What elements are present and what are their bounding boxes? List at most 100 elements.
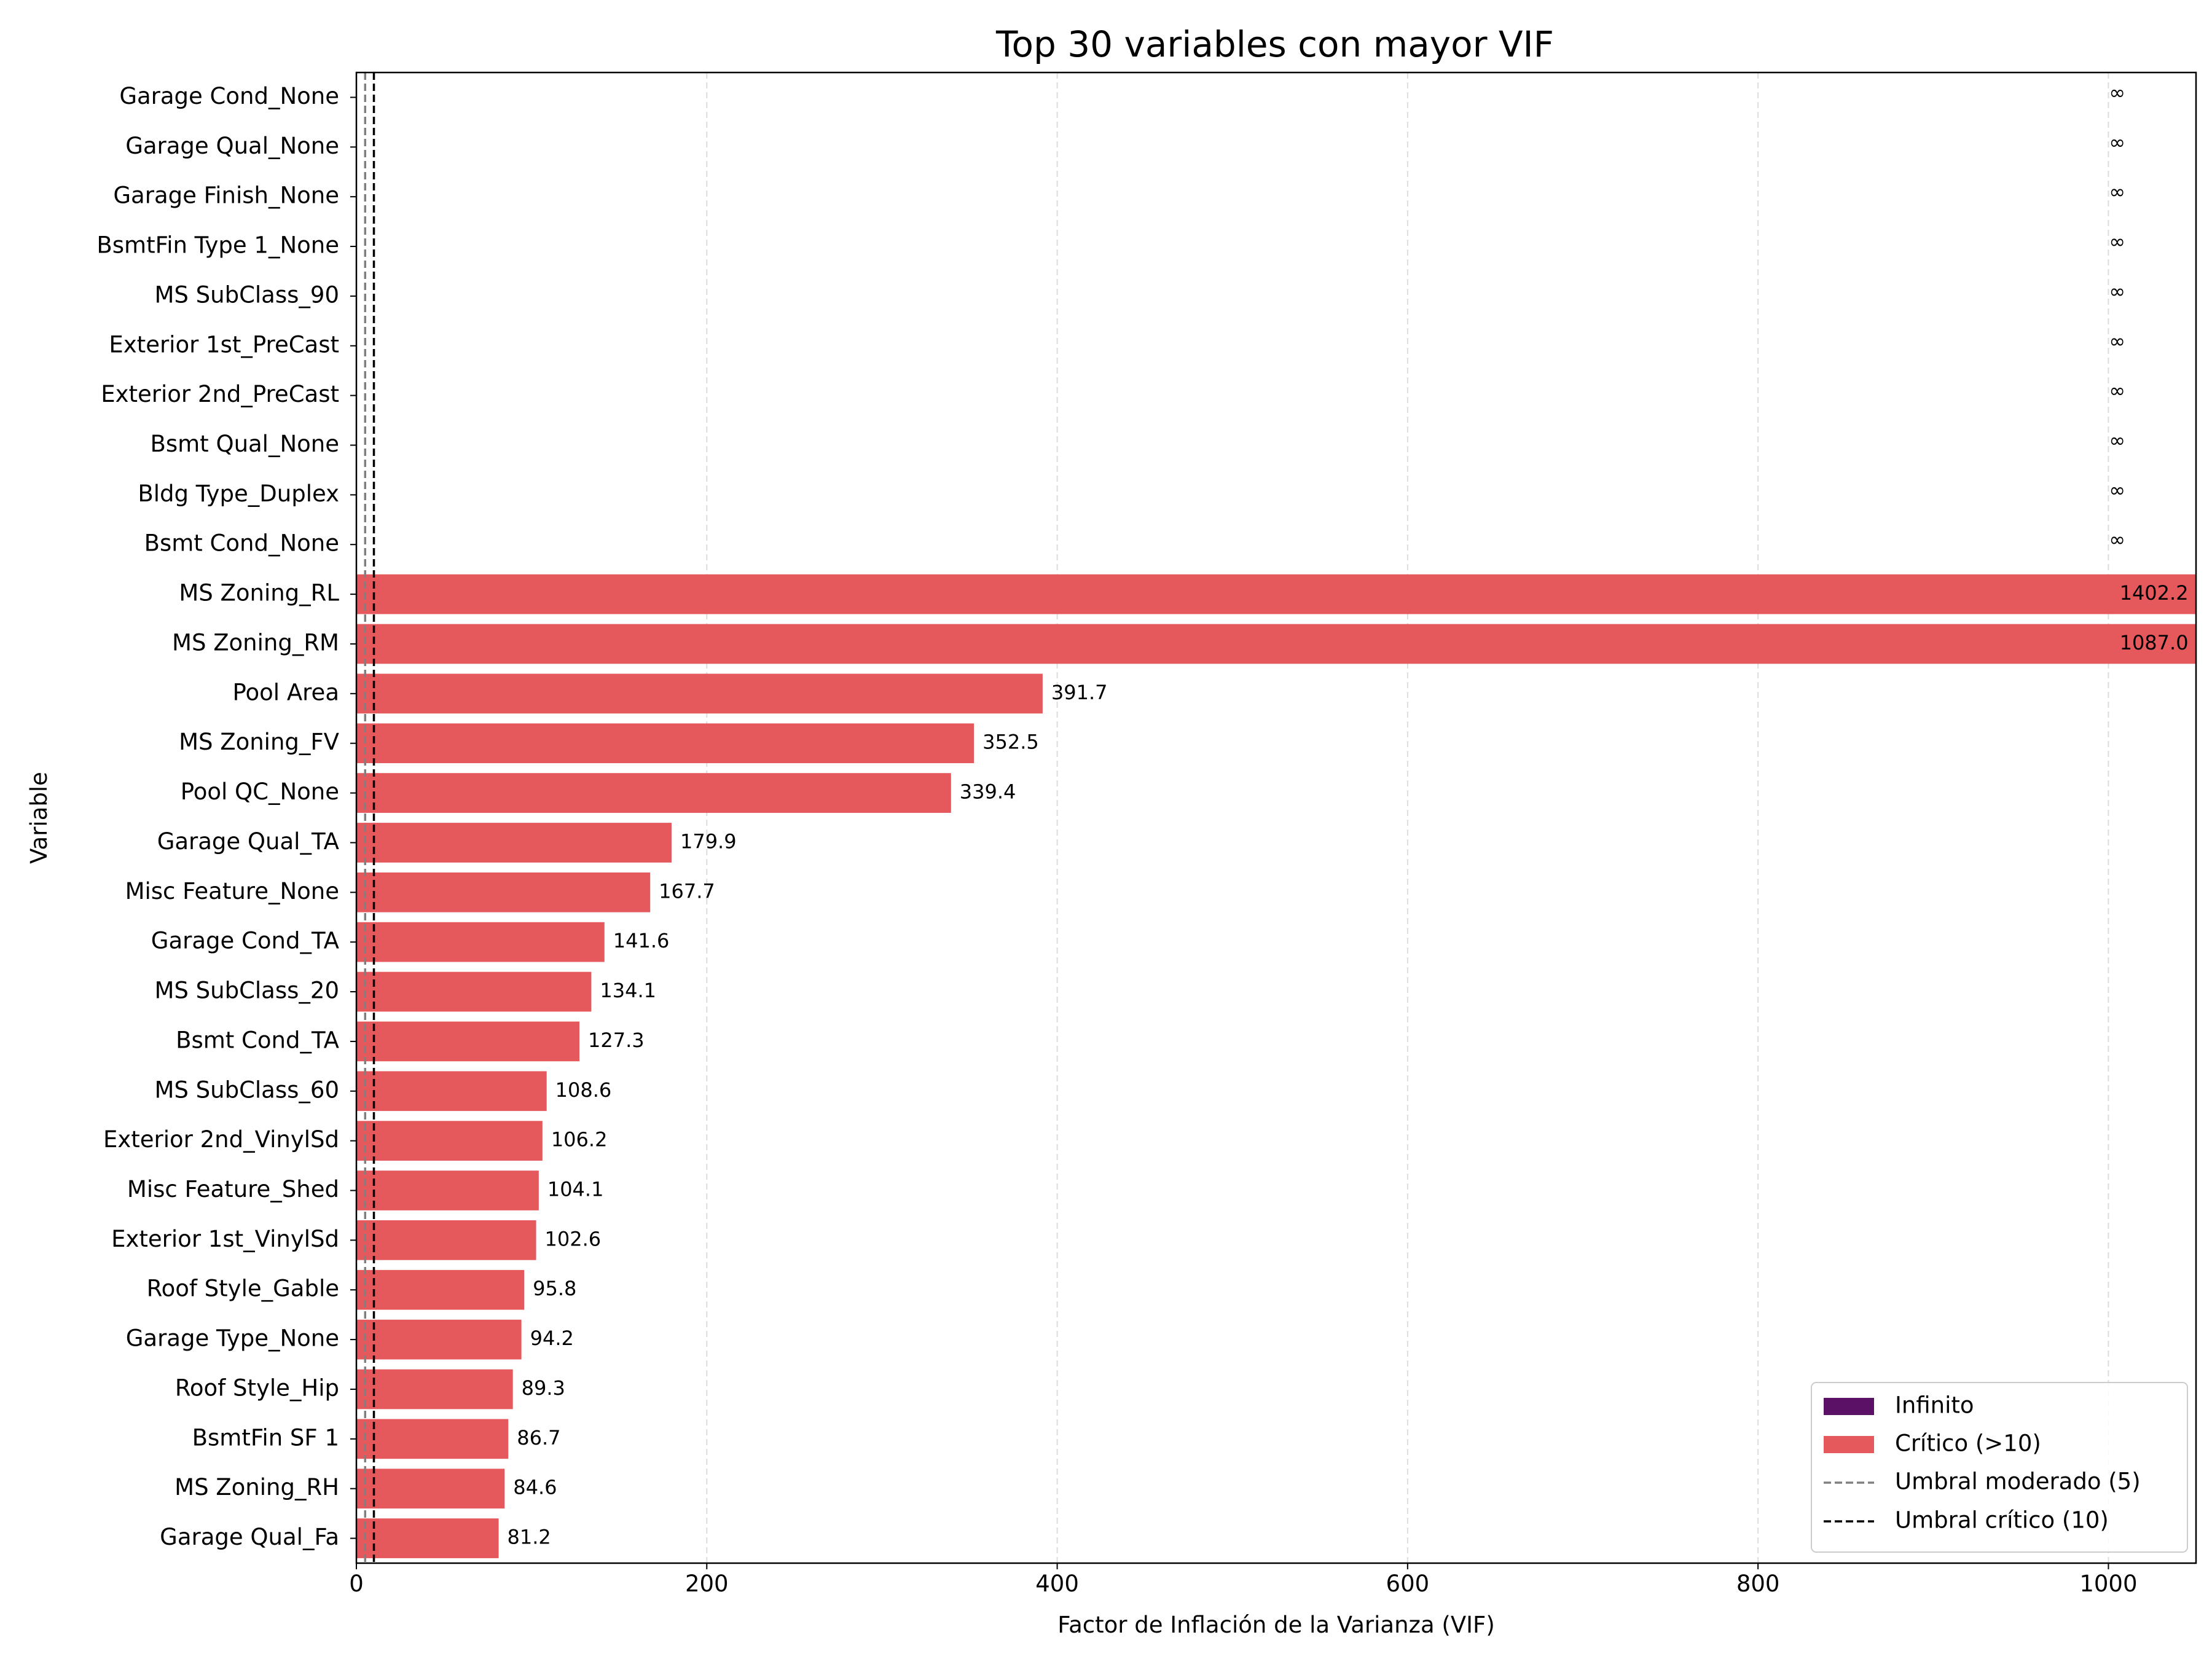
x-tick-label: 600: [1386, 1571, 1430, 1597]
bar: [356, 971, 592, 1012]
value-label: 106.2: [551, 1128, 608, 1151]
x-tick-label: 200: [685, 1571, 729, 1597]
bar: [356, 1071, 547, 1112]
bar: [356, 872, 651, 912]
value-label: 102.6: [545, 1227, 602, 1250]
chart-title: Top 30 variables con mayor VIF: [995, 23, 1554, 65]
value-label: 1402.2: [2120, 581, 2189, 605]
legend-label: Crítico (>10): [1895, 1430, 2041, 1457]
value-label: 89.3: [522, 1376, 565, 1400]
y-tick-label: MS SubClass_20: [154, 978, 339, 1004]
y-tick-label: MS Zoning_RL: [179, 580, 339, 606]
y-tick-label: MS Zoning_RH: [175, 1474, 339, 1500]
value-label: 134.1: [600, 979, 656, 1002]
y-tick-label: Exterior 2nd_VinylSd: [103, 1126, 339, 1153]
y-axis-title: Variable: [26, 772, 52, 864]
value-label: 86.7: [517, 1426, 560, 1449]
bar: [356, 1171, 539, 1210]
y-tick-label: Bsmt Cond_TA: [176, 1027, 339, 1053]
bar: [356, 1419, 509, 1459]
bar: [356, 1121, 543, 1161]
x-tick-label: 800: [1736, 1571, 1780, 1597]
y-tick-label: BsmtFin SF 1: [192, 1424, 339, 1451]
infinite-marker: ∞: [2109, 180, 2125, 203]
y-tick-label: Exterior 2nd_PreCast: [101, 381, 339, 407]
y-tick-label: Garage Qual_Fa: [160, 1524, 339, 1550]
y-tick-label: Exterior 1st_VinylSd: [111, 1226, 339, 1252]
threshold-lines: [364, 73, 375, 1563]
value-label: 127.3: [588, 1029, 645, 1052]
value-label: 339.4: [960, 780, 1016, 804]
y-tick-label: Garage Qual_None: [125, 133, 339, 159]
x-axis-ticks: 0 200 400 600 800 1000: [349, 1563, 2138, 1597]
bar: [356, 823, 672, 863]
y-tick-label: Bsmt Cond_None: [144, 530, 339, 557]
y-tick-label: Exterior 1st_PreCast: [109, 331, 339, 358]
y-tick-label: Misc Feature_None: [125, 878, 339, 904]
y-tick-label: Bsmt Qual_None: [150, 431, 339, 457]
value-label: 84.6: [513, 1476, 557, 1499]
x-tick-label: 0: [349, 1571, 364, 1597]
bar: [356, 1469, 505, 1509]
y-tick-label: Garage Finish_None: [113, 182, 339, 209]
legend-swatch-infinito: [1824, 1398, 1874, 1415]
bar: [356, 1021, 579, 1062]
infinite-marker: ∞: [2109, 230, 2125, 253]
y-tick-label: Roof Style_Gable: [147, 1276, 339, 1302]
bar: [356, 1369, 513, 1410]
bars: [356, 574, 2196, 1558]
bar: [356, 1518, 499, 1558]
value-label: 141.6: [613, 929, 670, 952]
bar: [356, 673, 1043, 714]
bar: [356, 1269, 525, 1310]
legend-label: Umbral moderado (5): [1895, 1469, 2141, 1495]
value-label: 81.2: [508, 1526, 551, 1549]
y-tick-label: Bldg Type_Duplex: [138, 480, 339, 507]
y-tick-label: Garage Type_None: [126, 1325, 339, 1352]
grid-lines: [706, 73, 2109, 1563]
y-tick-label: BsmtFin Type 1_None: [96, 232, 339, 259]
y-tick-label: Garage Qual_TA: [157, 828, 339, 855]
value-label: 179.9: [680, 830, 737, 853]
plot-frame: [355, 71, 2197, 1564]
value-label: 167.7: [659, 879, 715, 903]
y-tick-label: Pool Area: [233, 679, 339, 705]
y-axis-ticks: Garage Cond_None Garage Qual_None Garage F…: [96, 83, 356, 1550]
x-tick-label: 400: [1035, 1571, 1079, 1597]
value-label: 391.7: [1051, 681, 1108, 704]
bar: [356, 574, 2196, 614]
legend-label: Umbral crítico (10): [1895, 1507, 2109, 1534]
infinite-marker: ∞: [2109, 478, 2125, 501]
bar: [356, 773, 951, 813]
bar: [356, 1220, 536, 1260]
infinite-marker: ∞: [2109, 80, 2125, 104]
infinite-marker: ∞: [2109, 429, 2125, 452]
value-label: 108.6: [555, 1078, 612, 1102]
x-axis-title: Factor de Inflación de la Varianza (VIF): [1057, 1612, 1495, 1638]
y-tick-label: Pool QC_None: [181, 779, 339, 805]
y-tick-label: MS Zoning_FV: [179, 729, 339, 755]
legend: Infinito Crítico (>10) Umbral moderado (5)…: [1811, 1382, 2188, 1553]
infinite-marker: ∞: [2109, 528, 2125, 551]
legend-frame: [1811, 1382, 2188, 1553]
infinite-marker: ∞: [2109, 379, 2125, 402]
bar: [356, 922, 605, 962]
legend-label: Infinito: [1895, 1392, 1974, 1419]
x-tick-label: 1000: [2079, 1571, 2137, 1597]
legend-swatch-critico: [1824, 1436, 1874, 1453]
value-label: 352.5: [982, 731, 1039, 754]
bar: [356, 723, 975, 764]
y-tick-label: Misc Feature_Shed: [127, 1176, 339, 1202]
bar: [356, 624, 2196, 664]
y-tick-label: MS SubClass_60: [154, 1077, 339, 1103]
value-labels: ∞ ∞ ∞ ∞ ∞ ∞ ∞ ∞ ∞ ∞ 1402.2 1087.0 391.7 352.5 339.4 179…: [508, 80, 2189, 1548]
infinite-marker: ∞: [2109, 280, 2125, 303]
value-label: 104.1: [547, 1178, 604, 1201]
bar: [356, 1319, 522, 1360]
y-tick-label: Garage Cond_TA: [151, 928, 339, 954]
y-tick-label: Garage Cond_None: [119, 83, 339, 109]
infinite-marker: ∞: [2109, 329, 2125, 353]
infinite-marker: ∞: [2109, 130, 2125, 154]
value-label: 1087.0: [2120, 631, 2189, 654]
